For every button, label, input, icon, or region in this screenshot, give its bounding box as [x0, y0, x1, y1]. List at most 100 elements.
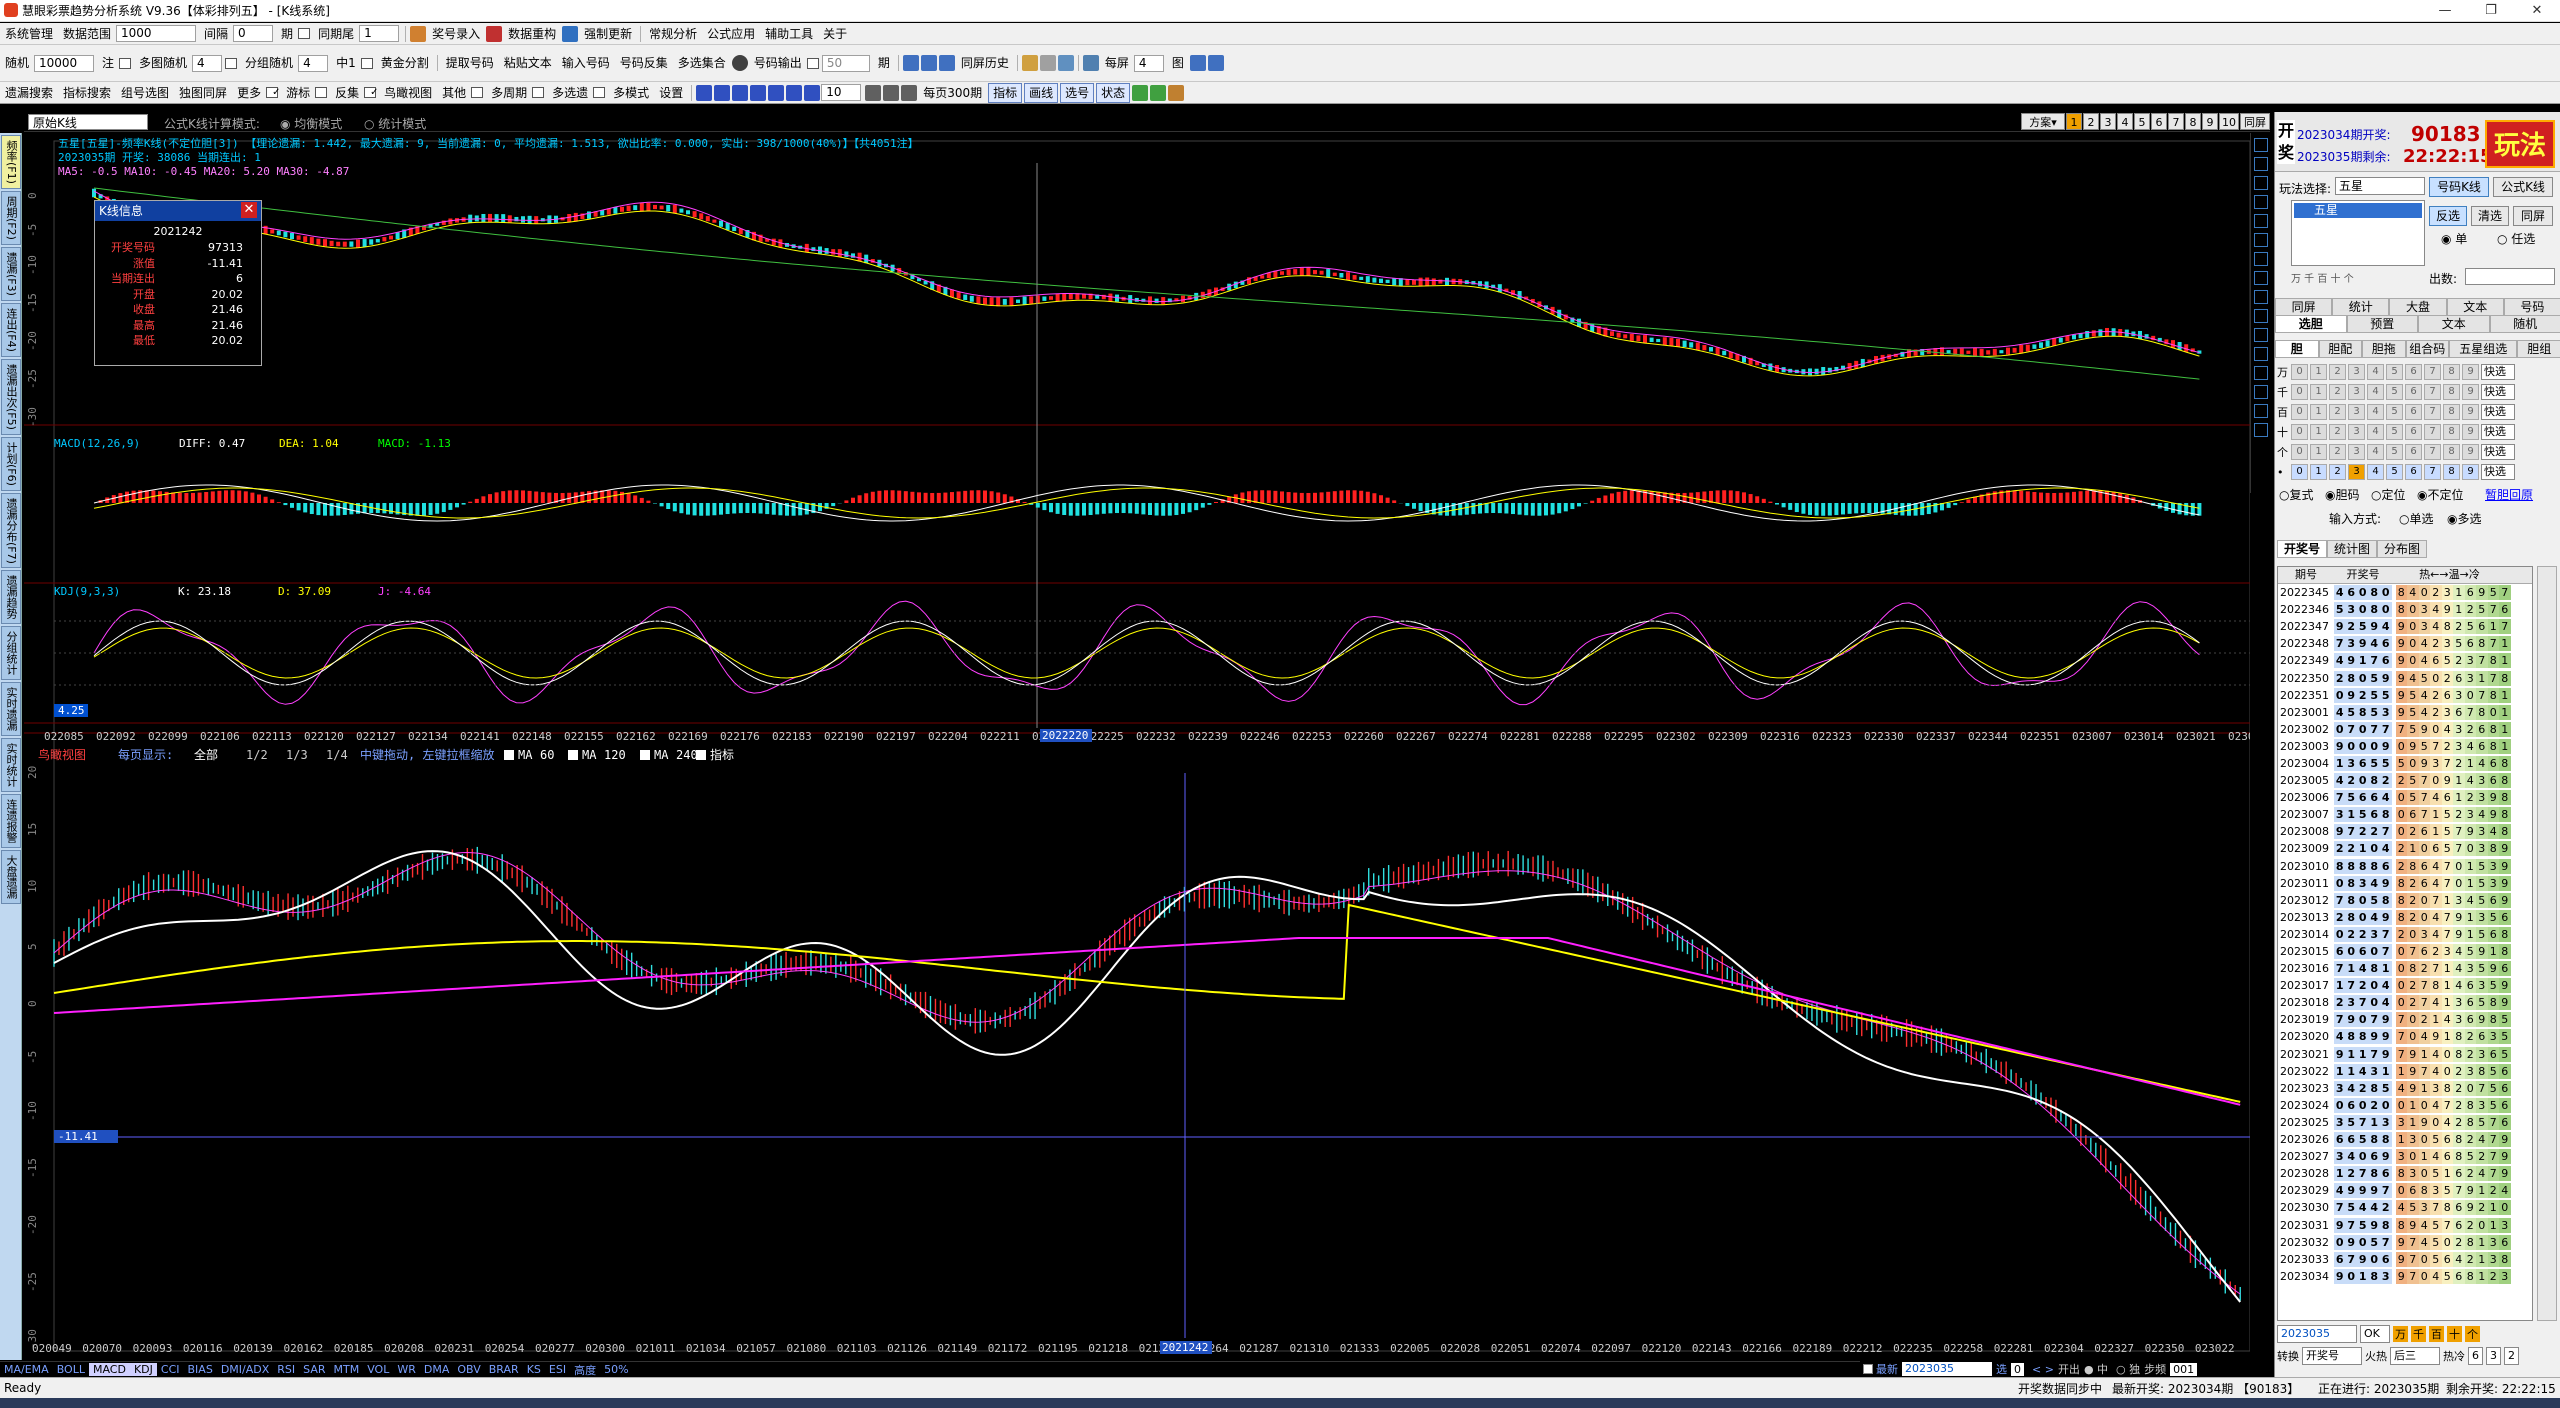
digit-button[interactable]: 3 — [2348, 364, 2365, 380]
pen-icon[interactable] — [1021, 55, 1038, 71]
zoom-in-icon[interactable] — [883, 84, 900, 101]
table-row[interactable]: 2023029 4 9 9 9 7 0 6 8 3 5 7 9 1 2 4 — [2278, 1182, 2532, 1199]
paste-button[interactable]: 粘贴文本 — [503, 56, 552, 70]
indicator-tab[interactable]: CCI — [160, 1363, 180, 1376]
table-row[interactable]: 2023027 3 4 0 6 9 3 0 1 4 6 8 5 2 7 9 — [2278, 1148, 2532, 1165]
digit-button[interactable]: 2 — [2329, 364, 2346, 380]
page-7[interactable]: 7 — [2168, 113, 2184, 130]
digit-button[interactable]: 7 — [2424, 424, 2441, 440]
table-row[interactable]: 2023032 0 9 0 5 7 9 7 4 5 0 2 8 1 3 6 — [2278, 1234, 2532, 1251]
same-screen-button[interactable]: 同屏 — [2513, 206, 2553, 226]
position-checks[interactable]: 万 千 百 十 个 — [2291, 274, 2354, 285]
page-9[interactable]: 9 — [2202, 113, 2218, 130]
tab-random[interactable]: 随机 — [2489, 315, 2560, 333]
digit-button[interactable]: 7 — [2424, 444, 2441, 460]
digit-button[interactable]: 2 — [2329, 384, 2346, 400]
interval-select[interactable]: 0 — [233, 25, 274, 42]
table-row[interactable]: 2023034 9 0 1 8 3 9 7 0 4 5 6 8 1 2 3 — [2278, 1268, 2532, 1285]
indicator-tab[interactable]: WR — [397, 1363, 416, 1376]
quick-select[interactable]: 快选 — [2481, 364, 2515, 380]
formula-kline-button[interactable]: 公式K线 — [2493, 177, 2553, 197]
table-row[interactable]: 2023028 1 2 7 8 6 8 3 0 5 1 6 2 4 7 9 — [2278, 1165, 2532, 1182]
cursor-checkbox[interactable] — [266, 87, 279, 98]
multi-random-checkbox[interactable] — [119, 57, 132, 69]
radio-danma[interactable]: ◉胆码 — [2325, 488, 2360, 502]
page-5[interactable]: 5 — [2134, 113, 2150, 130]
digit-button[interactable]: 9 — [2462, 424, 2479, 440]
undo-icon[interactable] — [902, 55, 919, 71]
table-row[interactable]: 2023031 9 7 5 9 8 8 9 4 5 7 6 2 0 1 3 — [2278, 1216, 2532, 1233]
tab-plan[interactable]: 计划(F6) — [1, 436, 21, 491]
radio-dingwei[interactable]: ○定位 — [2371, 488, 2406, 502]
table-row[interactable]: 2023016 7 1 4 8 1 0 8 2 7 1 4 3 5 9 6 — [2278, 960, 2532, 977]
segment-tool-icon[interactable] — [2254, 195, 2268, 209]
kline-select[interactable]: 原始K线 — [28, 114, 148, 130]
digit-button[interactable]: 4 — [2367, 424, 2384, 440]
indicator-tab[interactable]: BOLL — [56, 1363, 85, 1376]
tab-market[interactable]: 大盘 — [2389, 298, 2447, 316]
kline-info-close-icon[interactable]: ✕ — [241, 202, 257, 218]
digit-button[interactable]: 1 — [2310, 444, 2327, 460]
delete-tool-icon[interactable] — [2254, 404, 2268, 418]
digit-button[interactable]: 3 — [2348, 384, 2365, 400]
table-row[interactable]: 2023022 1 1 4 3 1 1 9 7 4 0 2 3 8 5 6 — [2278, 1063, 2532, 1080]
quick-select[interactable]: 快选 — [2481, 424, 2515, 440]
cycle-tool-icon[interactable] — [2254, 366, 2268, 380]
digit-button[interactable]: 5 — [2386, 464, 2403, 480]
digit-button[interactable]: 6 — [2405, 404, 2422, 420]
line-tool-icon[interactable] — [2254, 157, 2268, 171]
digit-button[interactable]: 4 — [2367, 384, 2384, 400]
digit-button[interactable]: 4 — [2367, 364, 2384, 380]
multi-mode-checkbox[interactable] — [593, 87, 606, 98]
ok-button[interactable]: OK — [2360, 1325, 2390, 1343]
digit-button[interactable]: 8 — [2443, 424, 2460, 440]
digit-button[interactable]: 5 — [2386, 424, 2403, 440]
table-row[interactable]: 2023002 0 7 0 7 7 7 5 9 0 4 3 2 6 8 1 — [2278, 721, 2532, 738]
table-row[interactable]: 2023009 2 2 1 0 4 2 1 0 6 5 7 0 3 8 9 — [2278, 840, 2532, 857]
table-row[interactable]: 2023015 6 0 6 0 7 0 7 6 2 3 4 5 9 1 8 — [2278, 943, 2532, 960]
single-screen-button[interactable]: 独图同屏 — [179, 85, 228, 100]
menu-analysis[interactable]: 常规分析 — [649, 26, 698, 41]
tab-alarm[interactable]: 连遗报警 — [1, 794, 21, 849]
other-button[interactable]: 其他 — [442, 85, 467, 100]
swap-icon[interactable] — [920, 55, 937, 71]
table-row[interactable]: 2023008 9 7 2 2 7 0 2 6 1 5 7 9 3 4 8 — [2278, 823, 2532, 840]
multi-omit-checkbox[interactable] — [532, 87, 545, 98]
tab-combo[interactable]: 组合码 — [2405, 340, 2450, 358]
digit-button[interactable]: 9 — [2462, 384, 2479, 400]
scheme-button[interactable]: 方案▾ — [2021, 113, 2065, 130]
extract-button[interactable]: 提取号码 — [445, 56, 494, 70]
latest-checkbox[interactable] — [1863, 1364, 1873, 1374]
play-mode-button[interactable]: 玩法 — [2485, 120, 2555, 168]
table-row[interactable]: 2022347 9 2 5 9 4 9 0 3 4 8 2 5 6 1 7 — [2278, 618, 2532, 635]
period-input[interactable]: 2023035 — [2277, 1325, 2357, 1343]
multiselect-button[interactable]: 多选集合 — [677, 56, 726, 70]
digit-button[interactable]: 0 — [2291, 464, 2308, 480]
status-button[interactable]: 状态 — [1096, 82, 1131, 103]
random-count[interactable]: 10000 — [34, 54, 95, 72]
period-checkbox[interactable] — [806, 57, 819, 69]
chart-area[interactable]: 五星[五星]-频率K线(不定位胆[3]) 【理论遗漏: 1.442, 最大遗漏:… — [24, 133, 2270, 1361]
pos-g[interactable]: 个 — [2465, 1326, 2480, 1342]
pos-q[interactable]: 千 — [2411, 1326, 2426, 1342]
indicator-tab[interactable]: VOL — [367, 1363, 390, 1376]
rebuild-button[interactable]: 数据重构 — [508, 26, 557, 41]
tab-same-screen[interactable]: 同屏 — [2275, 298, 2333, 316]
digit-button[interactable]: 3 — [2348, 444, 2365, 460]
digit-button[interactable]: 1 — [2310, 384, 2327, 400]
digit-button[interactable]: 8 — [2443, 384, 2460, 400]
tab-omit-dist[interactable]: 遗漏分布(F7) — [1, 492, 21, 569]
play-tree[interactable]: 五星 — [2291, 200, 2425, 266]
group-chart-button[interactable]: 组号选图 — [121, 85, 170, 100]
table-row[interactable]: 2023025 3 5 7 1 3 3 1 9 0 4 2 8 5 7 6 — [2278, 1114, 2532, 1131]
digit-button[interactable]: 5 — [2386, 404, 2403, 420]
tab-text[interactable]: 文本 — [2446, 298, 2504, 316]
tab-pick-dan[interactable]: 选胆 — [2275, 315, 2347, 333]
select-value[interactable]: 0 — [2011, 1362, 2024, 1376]
digit-button[interactable]: 6 — [2405, 444, 2422, 460]
digit-button[interactable]: 8 — [2443, 364, 2460, 380]
digit-button[interactable]: 1 — [2310, 404, 2327, 420]
tab-draws[interactable]: 开奖号 — [2277, 540, 2327, 558]
number-kline-button[interactable]: 号码K线 — [2429, 177, 2489, 197]
zoom-out-icon[interactable] — [901, 84, 918, 101]
